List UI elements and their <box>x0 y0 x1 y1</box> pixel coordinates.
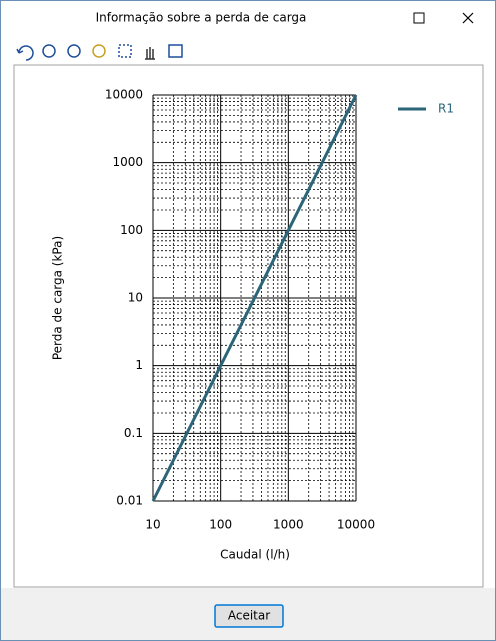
x-axis-title: Caudal (l/h) <box>220 548 290 562</box>
y-tick-label: 0.01 <box>116 494 143 508</box>
y-tick-label: 10000 <box>105 88 143 102</box>
zoom-all-icon[interactable] <box>42 44 56 58</box>
pan-icon[interactable] <box>145 47 155 60</box>
x-tick-label: 100 <box>209 518 232 532</box>
x-tick-label: 10 <box>145 518 160 532</box>
y-tick-label: 100 <box>120 223 143 237</box>
maximize-button[interactable] <box>413 12 425 24</box>
x-tick-label: 1000 <box>273 518 304 532</box>
accept-button-label[interactable]: Aceitar <box>228 609 270 623</box>
close-button[interactable] <box>462 12 474 24</box>
accept-button[interactable] <box>214 604 284 628</box>
plot-area: 0.01 0.1 1 10 100 1000 10000 10 100 1000 10000 R1 <box>105 88 454 532</box>
y-tick-label: 1000 <box>112 155 143 169</box>
redraw-icon[interactable] <box>92 44 106 58</box>
y-tick-label: 10 <box>128 291 143 305</box>
toolbar <box>16 44 183 61</box>
undo-zoom-icon[interactable] <box>16 45 34 61</box>
zoom-window-icon[interactable] <box>118 44 132 58</box>
legend-label: R1 <box>438 102 454 116</box>
y-tick-label: 0.1 <box>124 426 143 440</box>
zoom-in-icon[interactable] <box>67 44 81 58</box>
title-bar <box>1 1 495 33</box>
y-axis-title: Perda de carga (kPa) <box>51 236 65 360</box>
export-icon[interactable] <box>168 44 183 58</box>
window-title: Informação sobre a perda de carga <box>96 11 307 25</box>
y-tick-label: 1 <box>135 358 143 372</box>
data-line <box>151 94 358 502</box>
x-tick-label: 10000 <box>337 518 375 532</box>
chart-panel <box>13 64 484 588</box>
